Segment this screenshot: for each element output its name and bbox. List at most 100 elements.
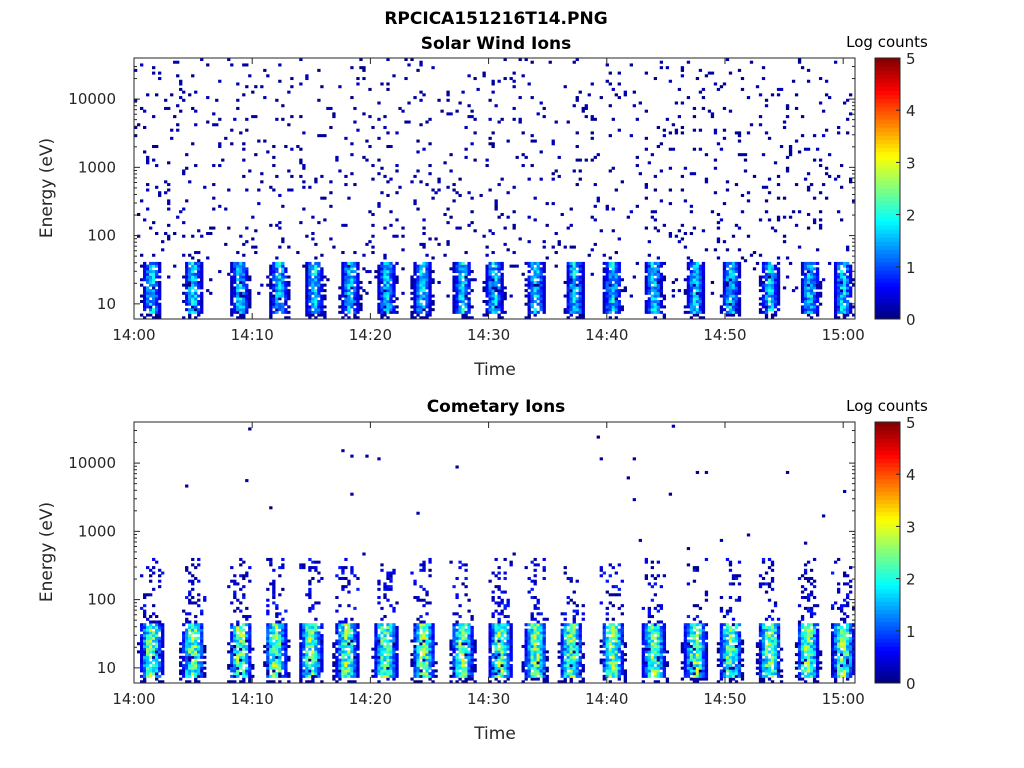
spectrogram-cell (425, 297, 429, 301)
spectrogram-cell (260, 172, 264, 176)
spectrogram-cell (491, 653, 495, 657)
spectrogram-cell (320, 310, 324, 314)
spectrogram-cell (521, 272, 525, 276)
spectrogram-cell (305, 655, 309, 659)
spectrogram-cell (386, 286, 390, 290)
spectrogram-cell (335, 663, 339, 667)
spectrogram-cell (383, 275, 387, 279)
spectrogram-cell (269, 674, 273, 678)
spectrogram-cell (662, 313, 667, 317)
spectrogram-cell (302, 131, 306, 135)
spectrogram-cell (239, 644, 243, 648)
spectrogram-cell (248, 305, 252, 309)
colorbar-segment (875, 168, 900, 173)
spectrogram-cell (140, 658, 144, 662)
spectrogram-cell (800, 299, 805, 303)
spectrogram-cell (443, 253, 447, 257)
spectrogram-cell (350, 639, 354, 643)
spectrogram-cell (413, 663, 417, 667)
spectrogram-cell (737, 313, 742, 317)
spectrogram-cell (806, 272, 811, 276)
spectrogram-cell (365, 139, 369, 143)
spectrogram-cell (695, 280, 700, 284)
spectrogram-cell (497, 261, 501, 265)
spectrogram-cell (530, 302, 534, 306)
spectrogram-cell (845, 302, 850, 306)
spectrogram-cell (353, 634, 357, 638)
spectrogram-cell (350, 666, 354, 670)
spectrogram-cell (488, 264, 492, 268)
spectrogram-cell (284, 661, 288, 665)
spectrogram-cell (392, 634, 396, 638)
spectrogram-cell (689, 310, 694, 314)
spectrogram-cell (197, 264, 201, 268)
spectrogram-cell (611, 291, 615, 295)
spectrogram-cell (482, 286, 486, 290)
spectrogram-cell (380, 672, 384, 676)
spectrogram-cell (146, 650, 150, 654)
spectrogram-cell (392, 625, 396, 629)
spectrogram-cell (794, 286, 799, 290)
spectrogram-cell (833, 299, 838, 303)
spectrogram-cell (302, 674, 306, 678)
spectrogram-cell (158, 669, 162, 673)
spectrogram-cell (800, 308, 805, 312)
spectrogram-cell (386, 574, 390, 578)
spectrogram-cell (800, 272, 805, 276)
spectrogram-cell (143, 291, 147, 295)
spectrogram-cell (305, 666, 309, 670)
spectrogram-cell (266, 658, 270, 662)
spectrogram-cell (617, 291, 621, 295)
spectrogram-cell (344, 297, 348, 301)
spectrogram-cell (143, 278, 147, 282)
spectrogram-cell (428, 650, 432, 654)
spectrogram-cell (269, 582, 273, 586)
spectrogram-cell (770, 267, 775, 271)
spectrogram-cell (836, 275, 841, 279)
spectrogram-cell (197, 661, 201, 665)
spectrogram-cell (605, 305, 609, 309)
spectrogram-cell (773, 161, 778, 165)
spectrogram-cell (158, 628, 162, 632)
spectrogram-cell (350, 492, 354, 496)
spectrogram-cell (161, 631, 165, 635)
spectrogram-cell (425, 628, 429, 632)
spectrogram-cell (185, 299, 189, 303)
spectrogram-cell (608, 270, 612, 274)
spectrogram-cell (656, 125, 661, 129)
spectrogram-cell (839, 283, 844, 287)
spectrogram-cell (380, 275, 384, 279)
spectrogram-cell (455, 291, 459, 295)
spectrogram-cell (425, 120, 429, 124)
spectrogram-cell (731, 264, 736, 268)
x-tick-label: 15:00 (822, 326, 865, 344)
spectrogram-cell (158, 574, 162, 578)
spectrogram-cell (488, 136, 492, 140)
spectrogram-cell (698, 310, 703, 314)
spectrogram-cell (467, 677, 471, 681)
spectrogram-cell (818, 158, 823, 162)
spectrogram-cell (305, 634, 309, 638)
spectrogram-cell (539, 261, 543, 265)
spectrogram-cell (761, 305, 766, 309)
spectrogram-cell (350, 270, 354, 274)
spectrogram-cell (332, 674, 336, 678)
spectrogram-cell (242, 634, 246, 638)
spectrogram-cell (155, 639, 159, 643)
spectrogram-cell (539, 305, 543, 309)
spectrogram-cell (314, 634, 318, 638)
spectrogram-cell (314, 299, 318, 303)
spectrogram-cell (197, 655, 201, 659)
spectrogram-cell (239, 305, 243, 309)
spectrogram-cell (203, 650, 207, 654)
spectrogram-cell (236, 289, 240, 293)
spectrogram-cell (278, 289, 282, 293)
spectrogram-cell (725, 291, 730, 295)
spectrogram-cell (185, 628, 189, 632)
spectrogram-cell (146, 264, 150, 268)
spectrogram-cell (200, 623, 204, 627)
spectrogram-cell (380, 270, 384, 274)
spectrogram-cell (455, 308, 459, 312)
spectrogram-cell (848, 291, 853, 295)
